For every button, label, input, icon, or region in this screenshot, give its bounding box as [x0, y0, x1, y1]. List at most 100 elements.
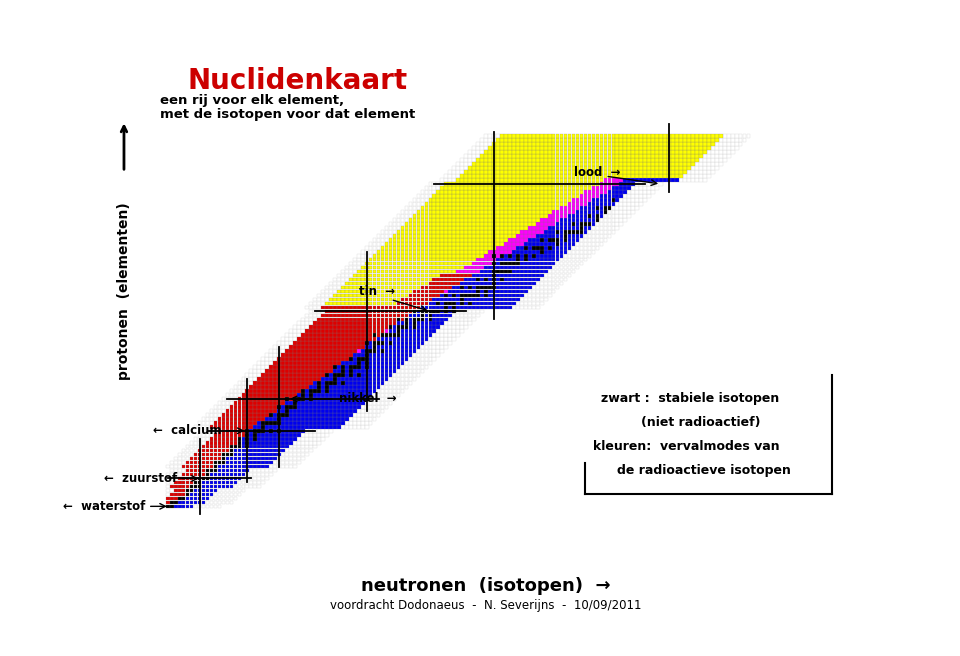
Bar: [246, 401, 250, 405]
Bar: [409, 314, 412, 318]
Bar: [313, 310, 317, 313]
Bar: [572, 146, 575, 150]
Bar: [242, 481, 245, 484]
Bar: [270, 405, 273, 409]
Bar: [560, 194, 564, 198]
Bar: [691, 167, 695, 170]
Bar: [424, 226, 428, 230]
Bar: [198, 464, 202, 468]
Bar: [372, 250, 376, 253]
Bar: [437, 277, 440, 281]
Bar: [353, 405, 356, 409]
Bar: [556, 167, 560, 170]
Bar: [528, 146, 532, 150]
Bar: [480, 302, 484, 305]
Bar: [552, 258, 556, 262]
Bar: [508, 214, 512, 218]
Bar: [325, 421, 328, 424]
Bar: [198, 485, 202, 488]
Bar: [472, 146, 476, 150]
Bar: [536, 238, 540, 241]
Bar: [274, 433, 277, 436]
Bar: [512, 154, 516, 158]
Bar: [361, 401, 365, 405]
Bar: [202, 461, 205, 464]
Bar: [580, 186, 584, 190]
Bar: [512, 238, 516, 241]
Bar: [218, 481, 222, 484]
Bar: [452, 281, 456, 285]
Bar: [520, 171, 523, 174]
Bar: [293, 464, 297, 468]
Bar: [257, 425, 261, 428]
Bar: [233, 393, 237, 397]
Bar: [170, 489, 174, 492]
Bar: [465, 218, 468, 222]
Bar: [504, 250, 508, 253]
Bar: [580, 254, 584, 258]
Bar: [567, 218, 571, 222]
Bar: [218, 493, 222, 496]
Bar: [348, 421, 352, 424]
Bar: [274, 421, 277, 424]
Bar: [595, 154, 599, 158]
Bar: [540, 302, 543, 305]
Bar: [536, 258, 540, 262]
Bar: [409, 350, 412, 353]
Bar: [492, 246, 495, 249]
Bar: [444, 194, 448, 198]
Bar: [309, 302, 313, 305]
Bar: [205, 493, 209, 496]
Bar: [452, 242, 456, 245]
Bar: [274, 361, 277, 365]
Bar: [472, 254, 476, 258]
Bar: [452, 270, 456, 274]
Bar: [452, 321, 456, 325]
Bar: [246, 429, 250, 432]
Bar: [365, 377, 369, 381]
Bar: [369, 270, 372, 274]
Bar: [396, 274, 400, 277]
Bar: [341, 329, 345, 333]
Bar: [365, 310, 369, 313]
Bar: [420, 318, 424, 321]
Bar: [663, 162, 667, 166]
Bar: [556, 202, 560, 206]
Bar: [289, 417, 293, 420]
Bar: [489, 150, 492, 154]
Bar: [508, 174, 512, 178]
Bar: [214, 421, 217, 424]
Bar: [489, 167, 492, 170]
Bar: [556, 246, 560, 249]
Bar: [285, 385, 289, 389]
Bar: [548, 198, 551, 202]
Bar: [441, 341, 444, 345]
Bar: [353, 302, 356, 305]
Bar: [257, 401, 261, 405]
Bar: [572, 202, 575, 206]
Bar: [281, 429, 285, 432]
Bar: [691, 178, 695, 182]
Text: neutronen  (isotopen)  →: neutronen (isotopen) →: [361, 577, 611, 595]
Bar: [389, 246, 393, 249]
Bar: [528, 198, 532, 202]
Bar: [492, 306, 495, 309]
Bar: [500, 142, 504, 146]
Bar: [476, 210, 480, 214]
Bar: [452, 277, 456, 281]
Bar: [564, 246, 567, 249]
Bar: [190, 457, 194, 461]
Bar: [608, 146, 612, 150]
Bar: [604, 171, 608, 174]
Bar: [480, 238, 484, 241]
Bar: [293, 393, 297, 397]
Bar: [504, 266, 508, 270]
Bar: [663, 167, 667, 170]
Bar: [615, 194, 619, 198]
Bar: [270, 361, 273, 365]
Bar: [229, 464, 233, 468]
Bar: [576, 250, 580, 253]
Bar: [567, 178, 571, 182]
Bar: [604, 222, 608, 226]
Bar: [305, 449, 309, 453]
